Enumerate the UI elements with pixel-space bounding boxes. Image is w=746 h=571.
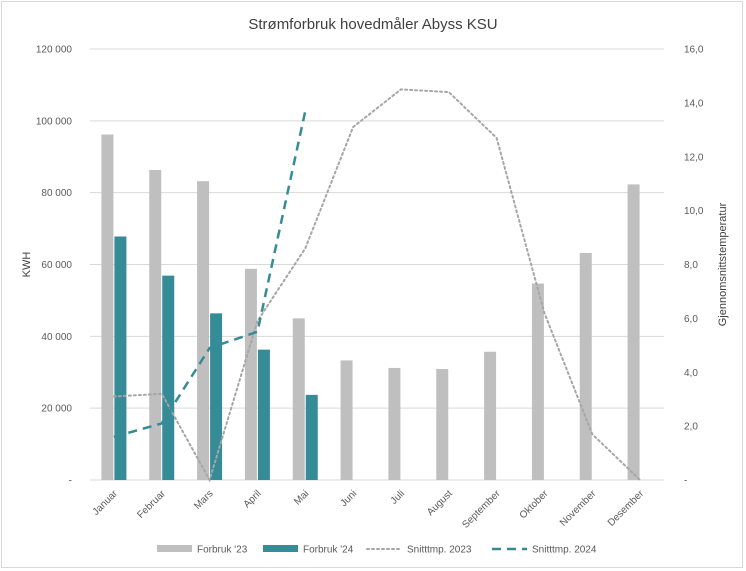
bar [340, 360, 353, 480]
x-tick-label: Mai [292, 488, 311, 507]
y-tick-label-right: 12,0 [684, 152, 704, 163]
bar [579, 253, 592, 480]
y-tick-label-right: 14,0 [684, 98, 704, 109]
legend-label: Forbruk '23 [197, 545, 248, 556]
bar [388, 367, 401, 480]
bar [436, 369, 449, 480]
legend-label: Snitttmp. 2023 [407, 545, 472, 556]
series-line [113, 110, 307, 439]
bar [149, 170, 162, 480]
bar [531, 283, 544, 480]
legend: Forbruk '23 Forbruk '24 Snitttmp. 2023 Snit… [157, 545, 597, 556]
bar [257, 349, 270, 480]
x-tick-label: Januar [91, 488, 121, 518]
y-tick-label-right: 10,0 [684, 206, 704, 217]
bar [292, 318, 305, 480]
x-tick-label: April [242, 488, 264, 510]
y-tick-label-right: - [684, 476, 687, 487]
legend-label: Snitttmp. 2024 [532, 545, 597, 556]
bars-group [101, 134, 640, 481]
legend-item: Forbruk '23 [157, 545, 248, 556]
bar [305, 394, 318, 480]
y-tick-label-right: 16,0 [684, 45, 704, 56]
bar [627, 184, 640, 481]
legend-swatch [157, 545, 192, 552]
bar [210, 313, 223, 480]
x-tick-label: Februar [135, 488, 168, 521]
bar [162, 275, 175, 480]
x-tick-label: Juni [338, 488, 359, 509]
y-tick-label-left: 60 000 [41, 260, 72, 271]
y-tick-label-left: 20 000 [41, 404, 72, 415]
x-tick-label: Oktober [518, 488, 551, 521]
y-tick-label-left: 40 000 [41, 332, 72, 343]
y-tick-label-left: 120 000 [36, 45, 73, 56]
legend-swatch [263, 545, 298, 552]
y-tick-label-left: - [69, 476, 72, 487]
gridlines [90, 48, 664, 481]
y-tick-label-left: 80 000 [41, 188, 72, 199]
legend-label: Forbruk '24 [303, 545, 354, 556]
x-tick-label: August [425, 488, 455, 518]
legend-item: Forbruk '24 [263, 545, 354, 556]
y-tick-label-right: 6,0 [684, 314, 698, 325]
y-tick-label-left: 100 000 [36, 116, 73, 127]
legend-item: Snitttmp. 2024 [492, 545, 597, 556]
chart-title: Strømforbruk hovedmåler Abyss KSU [248, 16, 497, 33]
y-axis-left-title: KWH [21, 252, 33, 278]
x-tick-label: Desember [606, 488, 647, 529]
y-tick-label-right: 4,0 [684, 368, 698, 379]
y-tick-label-right: 8,0 [684, 260, 698, 271]
x-tick-label: Juli [389, 488, 407, 506]
x-tick-label: September [460, 488, 503, 531]
series-line [112, 88, 642, 483]
bar [484, 351, 497, 480]
x-tick-label: Mars [192, 488, 216, 512]
y-axis-right-title: Gjennomsnittstemperatur [717, 202, 729, 326]
bar [101, 134, 114, 480]
y-tick-label-right: 2,0 [684, 422, 698, 433]
y-axis-right-ticks: - 2,0 4,0 6,0 8,0 10,0 12,0 14,0 16,0 [684, 45, 704, 487]
bar [197, 181, 210, 480]
bar [244, 268, 257, 480]
x-tick-label: November [558, 488, 599, 529]
bar [114, 236, 127, 480]
lines-group [112, 88, 642, 483]
x-axis-ticks: Januar Februar Mars April Mai Juni Juli August S… [91, 488, 647, 531]
legend-item: Snitttmp. 2023 [366, 545, 472, 556]
y-axis-left-ticks: - 20 000 40 000 60 000 80 000 100 000 120 000 [36, 45, 73, 487]
